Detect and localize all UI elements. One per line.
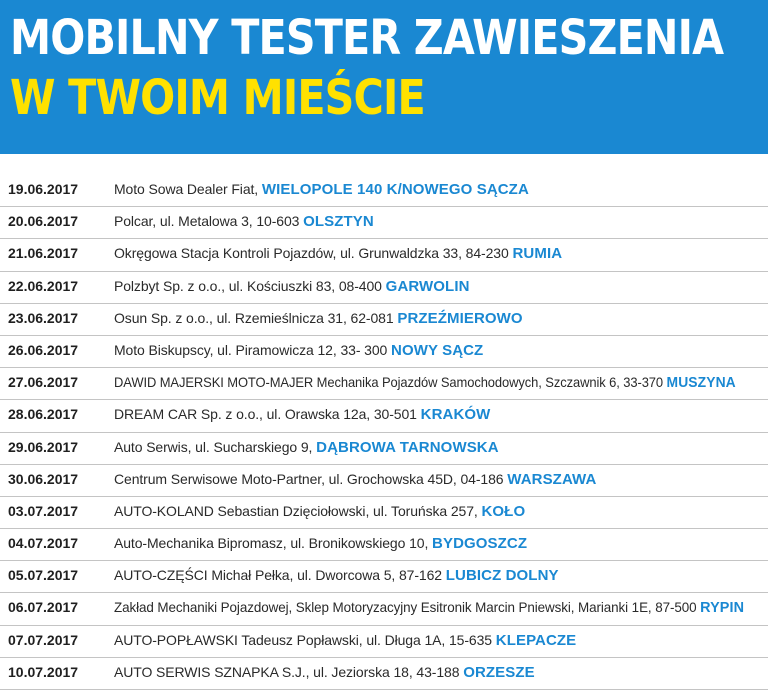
address-text: Auto-Mechanika Bipromasz, ul. Bronikowsk… <box>114 535 429 552</box>
city-name: WIELOPOLE 140 K/NOWEGO SĄCZA <box>261 181 529 198</box>
row-address: Moto Biskupscy, ul. Piramowicza 12, 33- … <box>114 342 483 359</box>
city-name: RYPIN <box>700 599 745 617</box>
row-date: 20.06.2017 <box>8 213 79 230</box>
address-text: Moto Sowa Dealer Fiat, <box>114 181 259 197</box>
schedule-row: 10.07.2017 AUTO SERWIS SZNAPKA S.J., ul.… <box>0 658 768 690</box>
schedule-row: 06.07.2017 Zakład Mechaniki Pojazdowej, … <box>0 593 768 626</box>
row-date: 28.06.2017 <box>8 406 79 423</box>
row-date: 21.06.2017 <box>8 245 79 262</box>
row-address: Auto Serwis, ul. Sucharskiego 9, DĄBROWA… <box>114 439 499 456</box>
row-address: Zakład Mechaniki Pojazdowej, Sklep Motor… <box>114 599 744 616</box>
city-name: GARWOLIN <box>385 277 470 295</box>
row-date: 03.07.2017 <box>8 502 79 519</box>
row-date: 19.06.2017 <box>8 181 79 197</box>
row-date: 04.07.2017 <box>8 535 79 552</box>
schedule-row: 27.06.2017 DAWID MAJERSKI MOTO-MAJER Mec… <box>0 368 768 401</box>
address-text: DREAM CAR Sp. z o.o., ul. Orawska 12a, 3… <box>114 406 417 423</box>
schedule-row: 26.06.2017 Moto Biskupscy, ul. Piramowic… <box>0 336 768 369</box>
row-date: 05.07.2017 <box>8 567 79 584</box>
address-text: Moto Biskupscy, ul. Piramowicza 12, 33- … <box>114 341 388 358</box>
city-name: MUSZYNA <box>666 374 736 392</box>
city-name: PRZEŹMIEROWO <box>397 309 523 327</box>
city-name: ORZESZE <box>463 663 535 681</box>
schedule-row: 03.07.2017 AUTO-KOLAND Sebastian Dzięcio… <box>0 497 768 530</box>
address-text: Zakład Mechaniki Pojazdowej, Sklep Motor… <box>114 599 697 616</box>
address-text: AUTO-KOLAND Sebastian Dzięciołowski, ul.… <box>114 502 478 519</box>
city-name: NOWY SĄCZ <box>391 341 484 359</box>
schedule-row: 28.06.2017 DREAM CAR Sp. z o.o., ul. Ora… <box>0 400 768 433</box>
address-text: AUTO-CZĘŚCI Michał Pełka, ul. Dworcowa 5… <box>114 567 442 584</box>
row-address: Osun Sp. z o.o., ul. Rzemieślnicza 31, 6… <box>114 310 523 327</box>
row-address: AUTO-KOLAND Sebastian Dzięciołowski, ul.… <box>114 503 525 520</box>
schedule-row: 29.06.2017 Auto Serwis, ul. Sucharskiego… <box>0 433 768 465</box>
city-name: WARSZAWA <box>507 470 597 488</box>
city-name: BYDGOSZCZ <box>432 535 528 553</box>
title-line-2: W TWOIM MIEŚCIE <box>10 70 426 126</box>
schedule-row: 05.07.2017 AUTO-CZĘŚCI Michał Pełka, ul.… <box>0 561 768 594</box>
row-date: 30.06.2017 <box>8 470 79 487</box>
city-name: KOŁO <box>481 502 526 520</box>
row-address: Polzbyt Sp. z o.o., ul. Kościuszki 83, 0… <box>114 278 470 295</box>
schedule-row: 23.06.2017 Osun Sp. z o.o., ul. Rzemieśl… <box>0 304 768 336</box>
row-date: 23.06.2017 <box>8 309 79 326</box>
row-date: 06.07.2017 <box>8 599 79 616</box>
city-name: DĄBROWA TARNOWSKA <box>316 438 499 456</box>
row-address: Polcar, ul. Metalowa 3, 10-603 OLSZTYN <box>114 213 374 230</box>
schedule-row: 20.06.2017 Polcar, ul. Metalowa 3, 10-60… <box>0 207 768 240</box>
schedule-row: 30.06.2017 Centrum Serwisowe Moto-Partne… <box>0 465 768 497</box>
address-text: Polzbyt Sp. z o.o., ul. Kościuszki 83, 0… <box>114 277 382 294</box>
row-address: Okręgowa Stacja Kontroli Pojazdów, ul. G… <box>114 245 562 262</box>
schedule-row: 04.07.2017 Auto-Mechanika Bipromasz, ul.… <box>0 529 768 562</box>
row-address: Centrum Serwisowe Moto-Partner, ul. Groc… <box>114 471 596 488</box>
address-text: Osun Sp. z o.o., ul. Rzemieślnicza 31, 6… <box>114 309 394 326</box>
row-date: 07.07.2017 <box>8 631 79 648</box>
schedule-row: 19.06.2017 Moto Sowa Dealer Fiat, WIELOP… <box>0 175 768 208</box>
row-address: DAWID MAJERSKI MOTO-MAJER Mechanika Poja… <box>114 374 736 391</box>
city-name: OLSZTYN <box>303 213 374 231</box>
row-address: AUTO-POPŁAWSKI Tadeusz Popławski, ul. Dł… <box>114 632 576 649</box>
address-text: DAWID MAJERSKI MOTO-MAJER Mechanika Poja… <box>114 374 664 391</box>
schedule-row: 21.06.2017 Okręgowa Stacja Kontroli Poja… <box>0 239 768 272</box>
row-date: 29.06.2017 <box>8 438 79 455</box>
address-text: AUTO-POPŁAWSKI Tadeusz Popławski, ul. Dł… <box>114 631 492 648</box>
row-date: 22.06.2017 <box>8 277 79 294</box>
address-text: AUTO SERWIS SZNAPKA S.J., ul. Jeziorska … <box>114 663 460 680</box>
row-date: 26.06.2017 <box>8 341 79 358</box>
address-text: Polcar, ul. Metalowa 3, 10-603 <box>114 213 300 230</box>
city-name: LUBICZ DOLNY <box>445 567 559 585</box>
schedule-row: 07.07.2017 AUTO-POPŁAWSKI Tadeusz Popław… <box>0 626 768 658</box>
address-text: Centrum Serwisowe Moto-Partner, ul. Groc… <box>114 470 504 487</box>
title-line-1: MOBILNY TESTER ZAWIESZENIA <box>10 10 724 66</box>
header-banner: MOBILNY TESTER ZAWIESZENIA W TWOIM MIEŚC… <box>0 0 768 154</box>
row-address: AUTO-CZĘŚCI Michał Pełka, ul. Dworcowa 5… <box>114 567 559 584</box>
address-text: Auto Serwis, ul. Sucharskiego 9, <box>114 438 313 455</box>
address-text: Okręgowa Stacja Kontroli Pojazdów, ul. G… <box>114 245 509 262</box>
schedule-row: 22.06.2017 Polzbyt Sp. z o.o., ul. Kości… <box>0 272 768 304</box>
row-address: DREAM CAR Sp. z o.o., ul. Orawska 12a, 3… <box>114 406 490 423</box>
city-name: KLEPACZE <box>495 631 577 649</box>
row-address: Auto-Mechanika Bipromasz, ul. Bronikowsk… <box>114 535 527 552</box>
row-date: 10.07.2017 <box>8 663 79 680</box>
schedule-list: 19.06.2017 Moto Sowa Dealer Fiat, WIELOP… <box>0 175 768 690</box>
city-name: KRAKÓW <box>420 406 491 424</box>
row-date: 27.06.2017 <box>8 374 79 391</box>
city-name: RUMIA <box>512 245 563 263</box>
row-address: AUTO SERWIS SZNAPKA S.J., ul. Jeziorska … <box>114 664 535 681</box>
row-address: Moto Sowa Dealer Fiat, WIELOPOLE 140 K/N… <box>114 181 529 198</box>
